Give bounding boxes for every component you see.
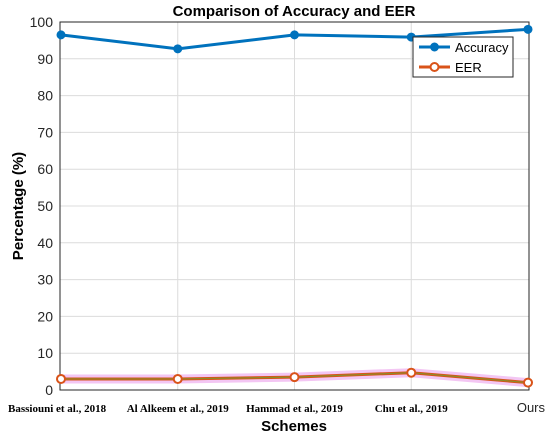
y-axis-label: Percentage (%) bbox=[10, 152, 27, 260]
x-tick-label: Ours bbox=[517, 400, 546, 415]
y-tick-label: 10 bbox=[37, 345, 53, 361]
eer-point bbox=[289, 372, 300, 383]
y-tick-label: 0 bbox=[45, 382, 53, 398]
y-tick-label: 40 bbox=[37, 235, 53, 251]
eer-point bbox=[172, 373, 183, 384]
legend: Accuracy EER bbox=[412, 36, 514, 78]
x-axis-ticks: Bassiouni et al., 2018 Al Alkeem et al., … bbox=[8, 400, 545, 415]
x-axis-label: Schemes bbox=[261, 418, 327, 435]
y-tick-label: 20 bbox=[37, 308, 53, 324]
y-tick-label: 50 bbox=[37, 198, 53, 214]
legend-box bbox=[412, 36, 514, 78]
eer-point bbox=[406, 367, 417, 378]
x-tick-label: Hammad et al., 2019 bbox=[246, 403, 343, 415]
accuracy-point bbox=[173, 44, 183, 54]
y-tick-label: 30 bbox=[37, 272, 53, 288]
x-tick-label: Al Alkeem et al., 2019 bbox=[127, 403, 230, 415]
accuracy-point bbox=[56, 30, 66, 40]
plot-area-border bbox=[59, 21, 530, 391]
accuracy-point bbox=[523, 24, 533, 34]
legend-marker-accuracy bbox=[430, 42, 439, 52]
y-tick-label: 80 bbox=[37, 88, 53, 104]
eer-point bbox=[523, 377, 533, 388]
legend-marker-eer bbox=[429, 62, 440, 72]
y-tick-label: 90 bbox=[37, 51, 53, 67]
y-tick-label: 70 bbox=[37, 124, 53, 140]
chart-title: Comparison of Accuracy and EER bbox=[173, 3, 416, 20]
series bbox=[56, 24, 533, 388]
accuracy-point bbox=[290, 30, 299, 40]
eer-point bbox=[56, 373, 66, 384]
y-tick-label: 60 bbox=[37, 161, 53, 177]
y-tick-label: 100 bbox=[30, 14, 54, 30]
legend-label-accuracy: Accuracy bbox=[455, 40, 509, 55]
x-tick-label: Chu et al., 2019 bbox=[375, 403, 449, 415]
legend-label-eer: EER bbox=[455, 60, 482, 75]
y-axis-ticks: 0 10 20 30 40 50 60 70 80 90 100 bbox=[30, 14, 54, 398]
x-tick-label: Bassiouni et al., 2018 bbox=[8, 403, 107, 415]
